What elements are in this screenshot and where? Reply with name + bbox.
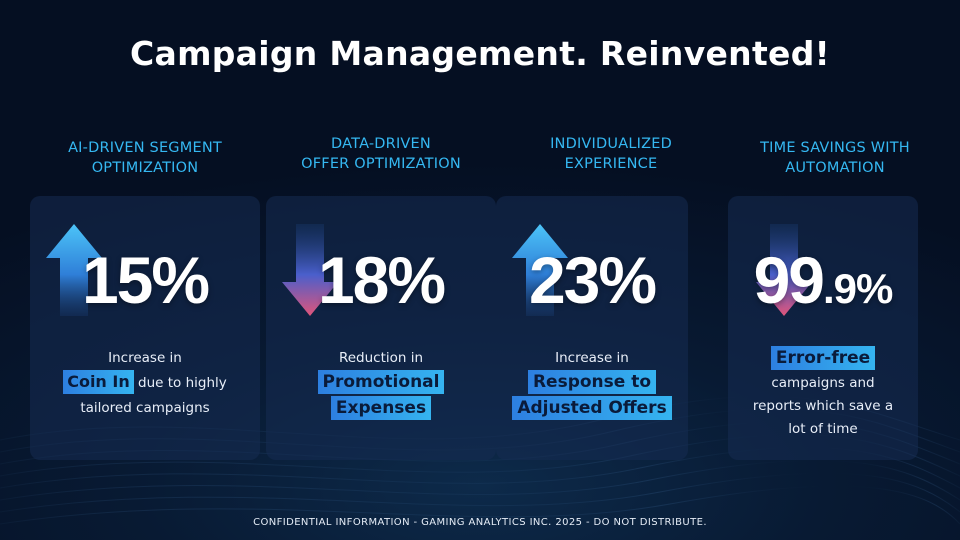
trend-down-arrow-icon [282,224,338,316]
metric-highlight: Coin In [63,370,134,394]
metric-description: Reduction in Promotional Expenses [266,346,496,422]
metric-highlight: Expenses [330,396,432,420]
metric-heading: AI-DRIVEN SEGMENT OPTIMIZATION [68,140,222,176]
metric-highlight: Response to [527,370,657,394]
metric-time-savings: TIME SAVINGS WITH AUTOMATION 99.9% Error… [720,130,950,465]
metric-heading: TIME SAVINGS WITH AUTOMATION [760,140,910,176]
metric-card: 99.9% Error-free campaigns and reports w… [728,196,918,460]
metric-offer-optimization: DATA-DRIVEN OFFER OPTIMIZATION 18% Reduc… [266,130,496,465]
metric-card: 23% Increase in Response to Adjusted Off… [496,196,688,460]
metric-individualized-experience: INDIVIDUALIZED EXPERIENCE 23% Increase i… [496,130,726,465]
metric-highlight: Error-free [770,346,876,370]
metric-description: Increase in Response to Adjusted Offers [496,346,688,422]
trend-up-arrow-icon [512,224,568,316]
metric-value: 18% [317,243,446,317]
metric-heading: DATA-DRIVEN OFFER OPTIMIZATION [301,136,461,172]
trend-up-arrow-icon [46,224,102,316]
metric-highlight: Adjusted Offers [512,396,672,420]
metric-highlight: Promotional [317,370,445,394]
confidentiality-footer: CONFIDENTIAL INFORMATION - GAMING ANALYT… [253,517,707,528]
slide-title: Campaign Management. Reinvented! [129,34,831,73]
metric-heading: INDIVIDUALIZED EXPERIENCE [550,136,672,172]
metric-card: 18% Reduction in Promotional Expenses [266,196,496,460]
metric-value: 99.9% [753,243,894,317]
metric-description: Error-free campaigns and reports which s… [752,346,894,437]
metric-description: Increase in Coin In due to highly tailor… [30,346,260,420]
metric-card: 15% Increase in Coin In due to highly ta… [30,196,260,460]
trend-down-arrow-icon [756,224,812,316]
metric-value: 15% [81,243,210,317]
metric-segment-optimization: AI-DRIVEN SEGMENT OPTIMIZATION 15% Incre… [30,130,260,465]
metric-value: 23% [528,243,657,317]
